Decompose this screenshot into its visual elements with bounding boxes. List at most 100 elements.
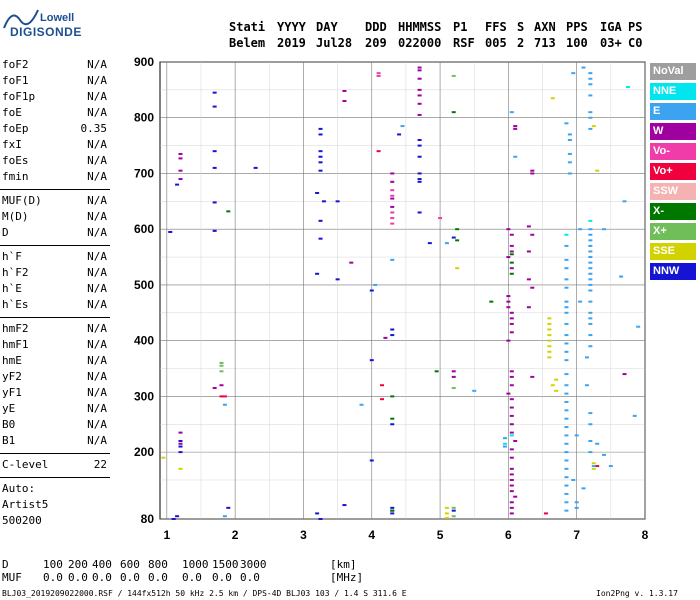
data-point-e bbox=[222, 515, 227, 518]
data-point-x- bbox=[390, 509, 395, 512]
data-point-e bbox=[588, 272, 593, 275]
data-point-sse bbox=[591, 462, 596, 465]
data-point-w bbox=[390, 197, 395, 200]
data-point-nnw bbox=[212, 166, 217, 169]
header-label-6: FFS bbox=[485, 20, 507, 34]
data-point-e bbox=[472, 389, 477, 392]
param-name-B1: B1 bbox=[2, 434, 16, 447]
muf-value: 0.0 bbox=[148, 571, 168, 584]
data-point-vo- bbox=[390, 194, 395, 197]
data-point-vo- bbox=[390, 222, 395, 225]
data-point-x- bbox=[455, 239, 460, 242]
data-point-e bbox=[588, 423, 593, 426]
data-point-e bbox=[588, 289, 593, 292]
data-point-w bbox=[526, 306, 531, 309]
legend-item-e: E bbox=[650, 103, 696, 120]
data-point-w bbox=[506, 339, 511, 342]
data-point-sse bbox=[550, 384, 555, 387]
data-point-e bbox=[502, 437, 507, 440]
clevel-label: C-level bbox=[2, 458, 49, 471]
data-point-w bbox=[509, 506, 514, 509]
data-point-vo- bbox=[390, 211, 395, 214]
legend-item-vo+: Vo+ bbox=[650, 163, 696, 180]
auto-line-2: 500200 bbox=[2, 514, 42, 527]
data-point-e bbox=[588, 256, 593, 259]
legend-item-vo-: Vo- bbox=[650, 143, 696, 160]
data-point-w bbox=[509, 384, 514, 387]
data-point-e bbox=[564, 122, 569, 125]
data-point-e bbox=[564, 342, 569, 345]
data-point-nne bbox=[588, 219, 593, 222]
header-label-11: PS bbox=[628, 20, 643, 34]
data-point-w bbox=[506, 392, 511, 395]
data-point-w bbox=[451, 370, 456, 373]
data-point-e bbox=[588, 300, 593, 303]
data-point-w bbox=[509, 456, 514, 459]
x-tick-label: 1 bbox=[163, 528, 170, 542]
param-name-B0: B0 bbox=[2, 418, 16, 431]
data-point-e bbox=[509, 111, 514, 114]
data-point-x- bbox=[455, 228, 460, 231]
data-point-sse bbox=[554, 389, 559, 392]
data-point-sse bbox=[554, 378, 559, 381]
data-point-sse bbox=[547, 356, 552, 359]
logo-line2: DIGISONDE bbox=[10, 25, 82, 39]
data-point-e bbox=[602, 453, 607, 456]
data-point-e bbox=[588, 228, 593, 231]
data-point-x+ bbox=[451, 506, 456, 509]
param-name-yF2: yF2 bbox=[2, 370, 22, 383]
header-value-2: Jul28 bbox=[316, 36, 353, 50]
data-point-sse bbox=[547, 334, 552, 337]
clevel-value: 22 bbox=[93, 458, 107, 471]
data-point-e bbox=[564, 409, 569, 412]
x-tick-label: 3 bbox=[300, 528, 307, 542]
data-point-nnw bbox=[318, 237, 323, 240]
data-point-e bbox=[588, 261, 593, 264]
data-point-nnw bbox=[318, 161, 323, 164]
data-point-nnw bbox=[315, 512, 320, 515]
param-name-h`F: h`F bbox=[2, 250, 22, 263]
d-label: D bbox=[2, 558, 9, 571]
data-point-vo- bbox=[376, 74, 381, 77]
auto-line-1: Artist5 bbox=[2, 498, 49, 511]
data-point-w bbox=[509, 244, 514, 247]
data-point-x- bbox=[451, 111, 456, 114]
logo-icon bbox=[3, 9, 39, 29]
data-point-e bbox=[564, 484, 569, 487]
header-value-1: 2019 bbox=[277, 36, 306, 50]
data-point-w bbox=[390, 180, 395, 183]
data-point-nnw bbox=[417, 144, 422, 147]
d-value: 100 bbox=[43, 558, 63, 571]
data-point-e bbox=[373, 283, 378, 286]
data-point-sse bbox=[550, 97, 555, 100]
data-point-w bbox=[513, 439, 518, 442]
data-point-w bbox=[417, 69, 422, 72]
param-value-yF1: N/A bbox=[87, 386, 107, 399]
y-tick-label: 500 bbox=[134, 278, 154, 292]
y-tick-label: 400 bbox=[134, 334, 154, 348]
legend-item-x-: X- bbox=[650, 203, 696, 220]
data-point-nnw bbox=[171, 518, 176, 520]
data-point-w bbox=[509, 490, 514, 493]
param-name-fmin: fmin bbox=[2, 170, 29, 183]
data-point-x- bbox=[226, 210, 231, 213]
data-point-e bbox=[567, 133, 572, 136]
data-point-w bbox=[530, 233, 535, 236]
data-point-w bbox=[509, 473, 514, 476]
data-point-sse bbox=[161, 456, 166, 459]
data-point-x- bbox=[509, 261, 514, 264]
data-point-x- bbox=[509, 253, 514, 256]
d-value: 800 bbox=[148, 558, 168, 571]
data-point-e bbox=[564, 384, 569, 387]
data-point-sse bbox=[455, 267, 460, 270]
data-point-e bbox=[588, 334, 593, 337]
data-point-e bbox=[564, 267, 569, 270]
data-point-w bbox=[390, 172, 395, 175]
data-point-nnw bbox=[315, 272, 320, 275]
data-point-e bbox=[574, 501, 579, 504]
data-point-x- bbox=[434, 370, 439, 373]
separator bbox=[0, 245, 110, 246]
param-name-D: D bbox=[2, 226, 9, 239]
param-value-h`E: N/A bbox=[87, 282, 107, 295]
data-point-w bbox=[178, 152, 183, 155]
